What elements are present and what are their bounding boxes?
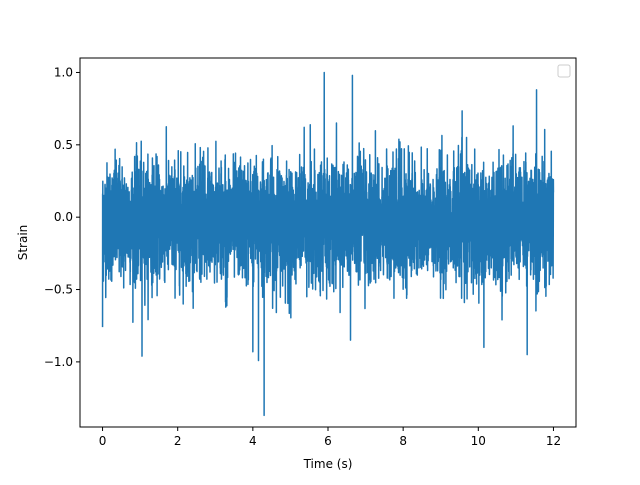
x-tick-label: 0 (99, 434, 107, 448)
y-tick-label: 1.0 (54, 65, 73, 79)
legend-box (557, 64, 571, 78)
y-axis-label: Strain (16, 225, 30, 261)
y-tick-label: 0.5 (54, 138, 73, 152)
y-tick-label: −1.0 (44, 355, 73, 369)
strain-series-line (101, 71, 555, 417)
x-tick-label: 2 (174, 434, 182, 448)
x-tick-label: 6 (324, 434, 332, 448)
x-tick-label: 12 (546, 434, 561, 448)
x-axis-label: Time (s) (303, 457, 353, 471)
y-axis-ticks: −1.0 −0.5 0.0 0.5 1.0 (44, 65, 80, 369)
x-tick-label: 10 (471, 434, 486, 448)
x-tick-label: 4 (249, 434, 257, 448)
series-layer (101, 71, 555, 417)
x-axis-ticks: 0 2 4 6 8 10 12 (99, 427, 561, 448)
x-tick-label: 8 (399, 434, 407, 448)
y-tick-label: −0.5 (44, 283, 73, 297)
y-tick-label: 0.0 (54, 210, 73, 224)
